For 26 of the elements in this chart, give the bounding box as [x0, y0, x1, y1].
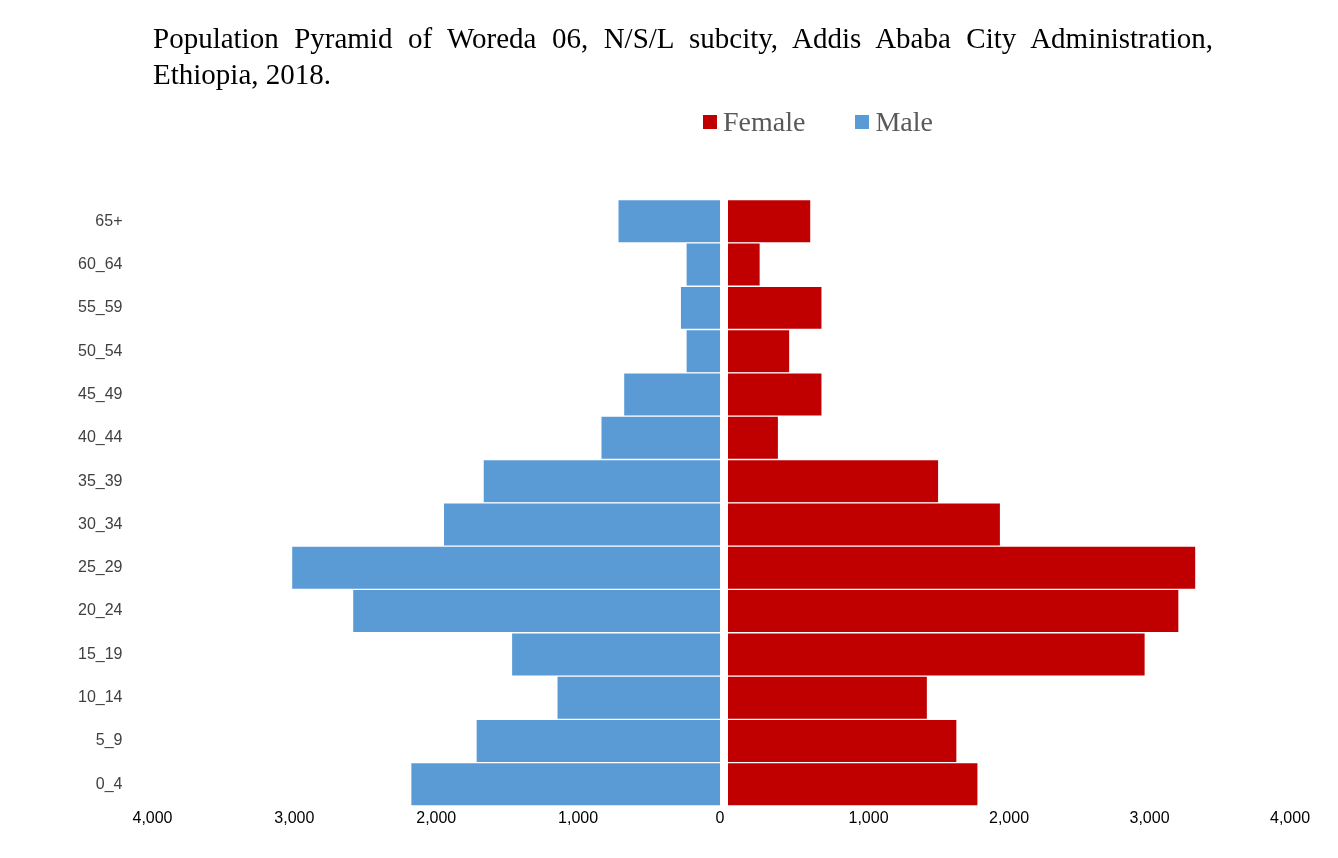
legend-label: Female — [723, 106, 806, 138]
legend-label: Male — [875, 106, 933, 138]
y-tick-label: 0_4 — [95, 774, 123, 793]
x-tick-label: 4,000 — [132, 809, 173, 827]
y-tick-label: 35_39 — [77, 471, 123, 490]
y-tick-label: 55_59 — [77, 298, 123, 317]
x-tick-label: 0 — [715, 809, 725, 827]
x-tick-label: 3,000 — [1129, 809, 1170, 827]
y-tick-label: 45_49 — [77, 384, 123, 403]
y-tick-label: 20_24 — [77, 601, 123, 620]
y-tick-label: 10_14 — [77, 688, 123, 707]
x-tick-label: 4,000 — [1269, 809, 1311, 827]
y-tick-label: 60_64 — [77, 254, 123, 273]
x-tick-label: 2,000 — [416, 809, 457, 827]
x-tick-label: 1,000 — [558, 809, 599, 827]
x-tick-label: 2,000 — [988, 809, 1030, 827]
y-tick-label: 5_9 — [95, 731, 123, 750]
chart-title: Population Pyramid of Woreda 06, N/S/L subcity, Addis Ababa City Administration, Ethiopia, 2018. — [153, 21, 1213, 92]
y-tick-label: 25_29 — [77, 558, 123, 577]
x-tick-label: 1,000 — [848, 809, 889, 827]
y-tick-label: 65+ — [95, 211, 123, 229]
y-tick-label: 30_34 — [77, 514, 123, 533]
x-tick-label: 3,000 — [274, 809, 315, 827]
y-tick-label: 50_54 — [77, 341, 123, 360]
y-tick-label: 15_19 — [77, 644, 123, 663]
y-tick-label: 40_44 — [77, 428, 123, 447]
